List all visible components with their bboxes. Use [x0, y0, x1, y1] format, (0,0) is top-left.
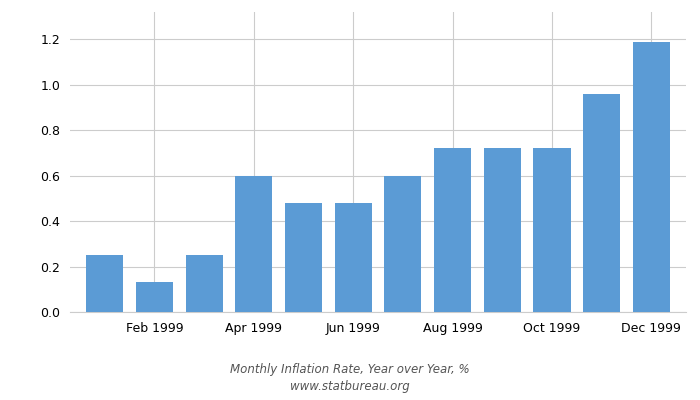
Bar [533, 148, 570, 312]
Text: Monthly Inflation Rate, Year over Year, %: Monthly Inflation Rate, Year over Year, … [230, 364, 470, 376]
Bar [186, 255, 223, 312]
Bar [434, 148, 471, 312]
Bar [384, 176, 421, 312]
Bar [633, 42, 670, 312]
Bar [484, 148, 521, 312]
Bar [285, 203, 322, 312]
Bar [86, 255, 123, 312]
Bar [583, 94, 620, 312]
Bar [136, 282, 173, 312]
Bar [235, 176, 272, 312]
Text: www.statbureau.org: www.statbureau.org [290, 380, 410, 393]
Bar [335, 203, 372, 312]
